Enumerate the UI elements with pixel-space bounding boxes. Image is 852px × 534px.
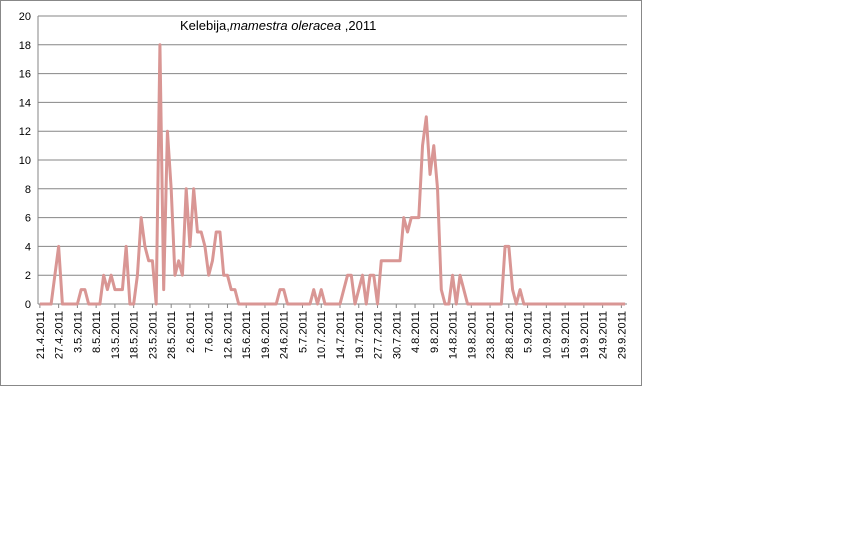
title-part: mamestra oleracea xyxy=(230,18,341,33)
data-line xyxy=(39,43,626,306)
x-tick-label: 19.8.2011 xyxy=(466,311,478,359)
x-tick-label: 13.5.2011 xyxy=(110,311,122,359)
x-tick-label: 21.4.2011 xyxy=(35,311,47,359)
x-tick-label: 15.6.2011 xyxy=(241,311,253,359)
x-tick-label: 8.5.2011 xyxy=(91,311,103,353)
x-tick-label: 10.7.2011 xyxy=(316,311,328,359)
x-tick-label: 23.5.2011 xyxy=(147,311,159,359)
x-tick-label: 19.9.2011 xyxy=(579,311,591,359)
x-tick-label: 14.7.2011 xyxy=(335,311,347,359)
x-tick-label: 27.4.2011 xyxy=(54,311,66,359)
x-tick-label: 24.6.2011 xyxy=(279,311,291,359)
title-part: Kelebija, xyxy=(180,18,230,33)
x-tick-label: 19.7.2011 xyxy=(354,311,366,359)
x-tick-label: 4.8.2011 xyxy=(410,311,422,353)
x-tick-label: 2.6.2011 xyxy=(185,311,197,353)
title-part: ,2011 xyxy=(341,18,376,33)
x-tick-label: 28.5.2011 xyxy=(166,311,178,359)
x-tick-label: 19.6.2011 xyxy=(260,311,272,359)
y-tick-label: 2 xyxy=(25,270,31,282)
x-tick-label: 23.8.2011 xyxy=(485,311,497,359)
x-tick-label: 27.7.2011 xyxy=(373,311,385,359)
x-tick-label: 28.8.2011 xyxy=(504,311,516,359)
x-tick-label: 10.9.2011 xyxy=(541,311,553,359)
y-tick-label: 12 xyxy=(19,126,31,138)
chart-title: Kelebija,mamestra oleracea ,2011 xyxy=(180,18,376,33)
x-tick-label: 14.8.2011 xyxy=(448,311,460,359)
x-tick-label: 15.9.2011 xyxy=(560,311,572,359)
x-tick-label: 5.7.2011 xyxy=(297,311,309,353)
x-tick-label: 7.6.2011 xyxy=(204,311,216,353)
x-tick-label: 18.5.2011 xyxy=(129,311,141,359)
x-tick-label: 12.6.2011 xyxy=(222,311,234,359)
y-tick-label: 14 xyxy=(19,97,31,109)
x-tick-label: 3.5.2011 xyxy=(72,311,84,353)
x-tick-label: 5.9.2011 xyxy=(523,311,535,353)
chart-frame xyxy=(0,0,642,386)
x-tick-label: 9.8.2011 xyxy=(429,311,441,353)
x-tick-label: 24.9.2011 xyxy=(598,311,610,359)
y-tick-label: 16 xyxy=(19,69,31,81)
x-tick-label: 30.7.2011 xyxy=(391,311,403,359)
y-tick-label: 6 xyxy=(25,213,31,225)
y-tick-label: 0 xyxy=(25,299,31,311)
y-tick-label: 4 xyxy=(25,241,31,253)
x-tick-label: 29.9.2011 xyxy=(616,311,628,359)
y-tick-label: 10 xyxy=(19,155,31,167)
y-tick-label: 18 xyxy=(19,40,31,52)
y-tick-label: 20 xyxy=(19,11,31,23)
y-tick-label: 8 xyxy=(25,184,31,196)
